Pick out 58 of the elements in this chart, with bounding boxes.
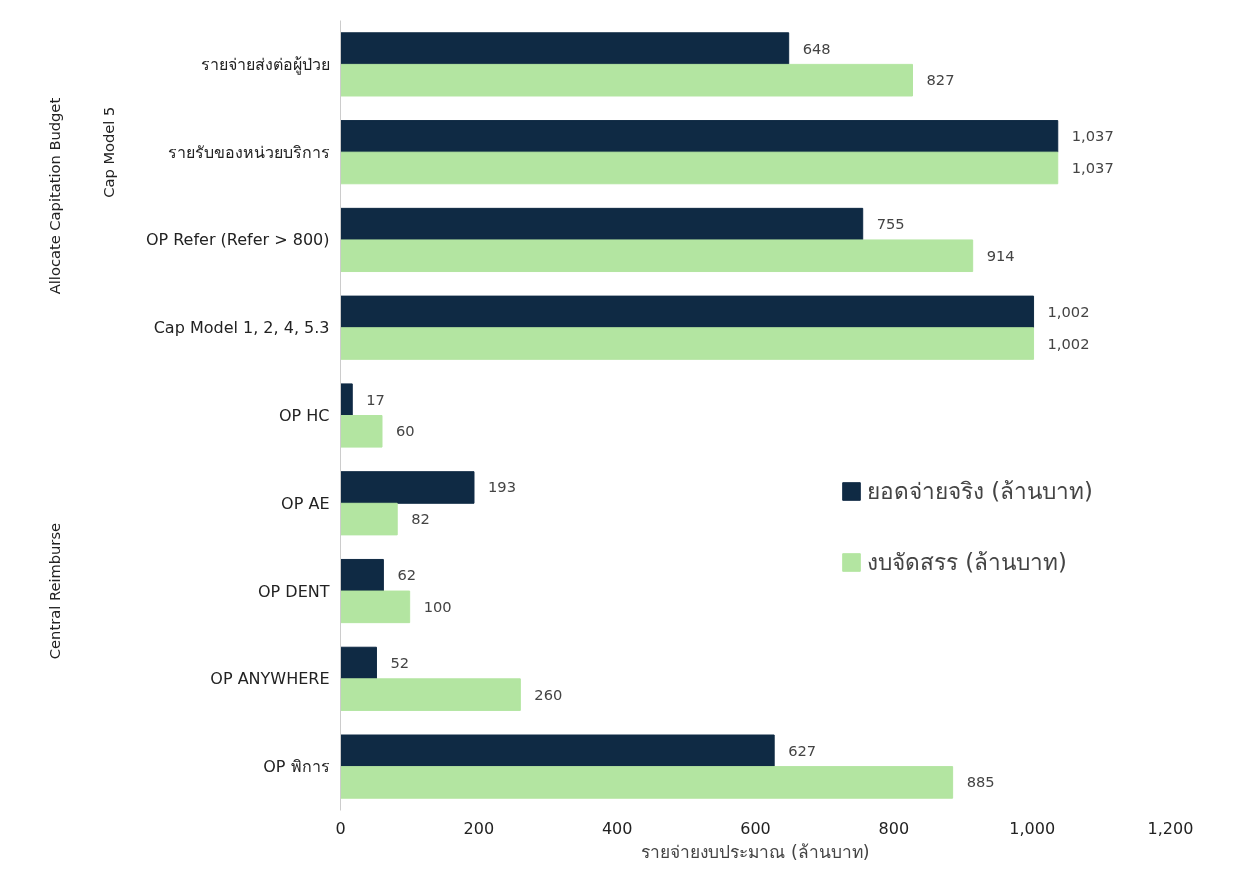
data-label: 627 (788, 741, 817, 759)
bar (340, 415, 383, 448)
text: Central Reimburse (46, 522, 63, 660)
bar (340, 207, 864, 241)
y-tick-label: OP HC (278, 406, 330, 425)
x-tick-label: 800 (878, 818, 910, 838)
data-label: 1,037 (1071, 158, 1114, 176)
x-tick-label: 0 (335, 818, 346, 838)
data-label: 1,037 (1071, 127, 1114, 145)
bar (340, 120, 1059, 153)
bar (340, 646, 377, 680)
x-tick-label: 200 (463, 818, 495, 838)
bar (340, 471, 475, 504)
data-label: 260 (534, 685, 563, 703)
y-tick-label: OP Refer (Refer > 800) (145, 230, 330, 250)
y-tick-label: OP DENT (258, 581, 330, 601)
bar (340, 295, 1035, 329)
data-label: 60 (396, 422, 415, 440)
y-tick-label: Cap Model 1, 2, 4, 5.3 (153, 318, 330, 338)
y-tick-label: OP พิการ (263, 757, 330, 777)
data-label: 914 (986, 246, 1015, 264)
data-label: 648 (802, 39, 831, 57)
x-tick-label: 600 (740, 818, 771, 838)
data-label: 100 (423, 597, 452, 615)
x-axis-title: รายจ่ายงบประมาณ (ล้านบาท) (641, 841, 870, 862)
x-tick-label: 400 (601, 818, 633, 838)
data-label: 52 (390, 654, 410, 672)
bar (340, 327, 1035, 360)
data-label: 1,002 (1047, 334, 1090, 352)
y-tick-label: OP AE (281, 493, 330, 513)
text: Cap Model 5 (100, 106, 117, 198)
bar (340, 502, 398, 536)
legend-label: ยอดจ่ายจริง (ล้านบาท) (867, 477, 1093, 506)
bar (340, 151, 1059, 185)
bar (340, 734, 775, 768)
x-tick-label: 1,000 (1009, 818, 1056, 838)
data-label: 755 (876, 215, 905, 233)
data-label: 1,002 (1047, 302, 1090, 320)
bar (340, 678, 521, 711)
data-label: 17 (366, 390, 385, 408)
bar (340, 32, 790, 65)
data-label: 82 (411, 510, 430, 528)
y-tick-label: OP ANYWHERE (210, 669, 330, 689)
text: Allocate Capitation Budget (46, 97, 63, 295)
bar (340, 558, 384, 592)
legend-label: งบจัดสรร (ล้านบาท) (867, 548, 1067, 577)
data-label: 885 (966, 773, 995, 791)
y-tick-label: รายรับของหน่วยบริการ (167, 142, 330, 162)
bar (340, 63, 914, 97)
data-label: 193 (487, 478, 516, 496)
bar (340, 239, 974, 273)
data-label: 827 (926, 71, 955, 89)
x-tick-label: 1,200 (1147, 818, 1194, 838)
y-tick-label: รายจ่ายส่งต่อผู้ป่วย (200, 54, 330, 75)
data-label: 62 (397, 566, 417, 584)
bar (340, 383, 353, 416)
bar (340, 590, 411, 624)
bar (340, 766, 954, 799)
